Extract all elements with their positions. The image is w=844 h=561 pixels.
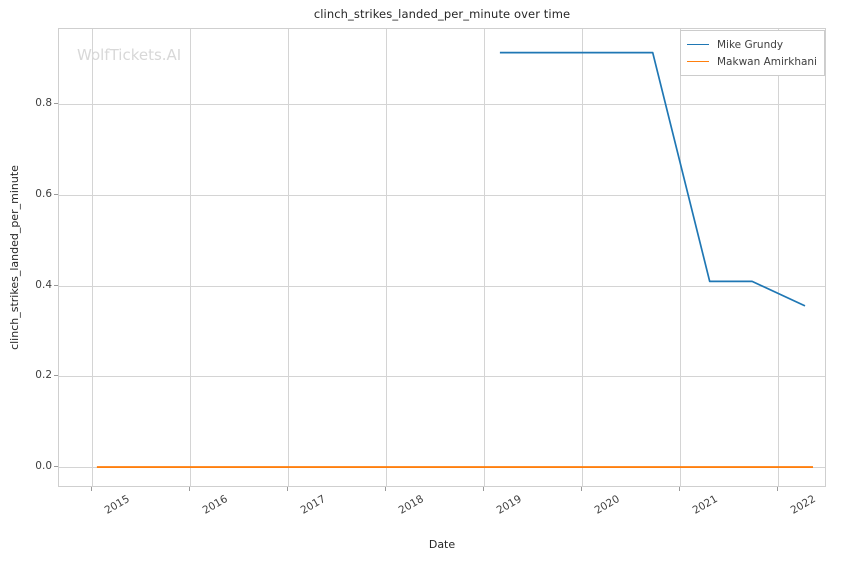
gridline-horizontal	[59, 195, 825, 196]
x-tick-label: 2022	[788, 493, 818, 517]
gridline-horizontal	[59, 376, 825, 377]
legend-label: Makwan Amirkhani	[717, 55, 817, 68]
gridline-vertical	[484, 29, 485, 486]
gridline-vertical	[778, 29, 779, 486]
y-tick-label: 0.2	[35, 369, 52, 381]
x-tick-label: 2017	[298, 493, 328, 517]
x-tickmark	[385, 487, 386, 491]
gridline-vertical	[92, 29, 93, 486]
series-lines	[96, 51, 813, 469]
x-tick-label: 2018	[396, 493, 426, 517]
x-tickmark	[679, 487, 680, 491]
y-tick-label: 0.6	[35, 188, 52, 200]
x-axis-tickmarks	[58, 487, 826, 493]
x-tick-label: 2015	[102, 493, 132, 517]
gridline-vertical	[680, 29, 681, 486]
x-tick-label: 2016	[200, 493, 230, 517]
x-tickmark	[189, 487, 190, 491]
y-axis-tickmarks	[52, 28, 58, 487]
x-tick-label: 2019	[494, 493, 524, 517]
chart-legend: Mike Grundy Makwan Amirkhani	[680, 30, 825, 76]
gridline-vertical	[288, 29, 289, 486]
x-tickmark	[483, 487, 484, 491]
y-tickmark	[54, 103, 58, 104]
gridline-vertical	[386, 29, 387, 486]
gridline-vertical	[582, 29, 583, 486]
y-axis-labels: 0.0 0.2 0.4 0.6 0.8	[0, 28, 52, 487]
legend-item-makwan-amirkhani[interactable]: Makwan Amirkhani	[687, 53, 817, 70]
plot-area: WolfTickets.AI	[58, 28, 826, 487]
x-axis-title: Date	[428, 538, 456, 551]
y-tickmark	[54, 285, 58, 286]
y-tick-label: 0.0	[35, 460, 52, 472]
gridline-vertical	[190, 29, 191, 486]
x-tickmark	[581, 487, 582, 491]
y-tick-label: 0.8	[35, 97, 52, 109]
x-axis-labels: 2015 2016 2017 2018 2019 2020 2021 2022	[58, 487, 826, 537]
legend-color-swatch	[687, 61, 709, 62]
y-axis-title: clinch_strikes_landed_per_minute	[8, 165, 21, 350]
chart-title: clinch_strikes_landed_per_minute over ti…	[313, 7, 571, 21]
x-tickmark	[287, 487, 288, 491]
y-tickmark	[54, 375, 58, 376]
y-tickmark	[54, 466, 58, 467]
legend-label: Mike Grundy	[717, 38, 784, 51]
legend-color-swatch	[687, 44, 709, 45]
gridline-horizontal	[59, 286, 825, 287]
gridline-horizontal	[59, 104, 825, 105]
x-tick-label: 2020	[592, 493, 622, 517]
legend-item-mike-grundy[interactable]: Mike Grundy	[687, 36, 817, 53]
x-tickmark	[91, 487, 92, 491]
series-line-mike-grundy	[499, 51, 806, 307]
x-tickmark	[777, 487, 778, 491]
x-tick-label: 2021	[690, 493, 720, 517]
y-tick-label: 0.4	[35, 279, 52, 291]
y-tickmark	[54, 194, 58, 195]
